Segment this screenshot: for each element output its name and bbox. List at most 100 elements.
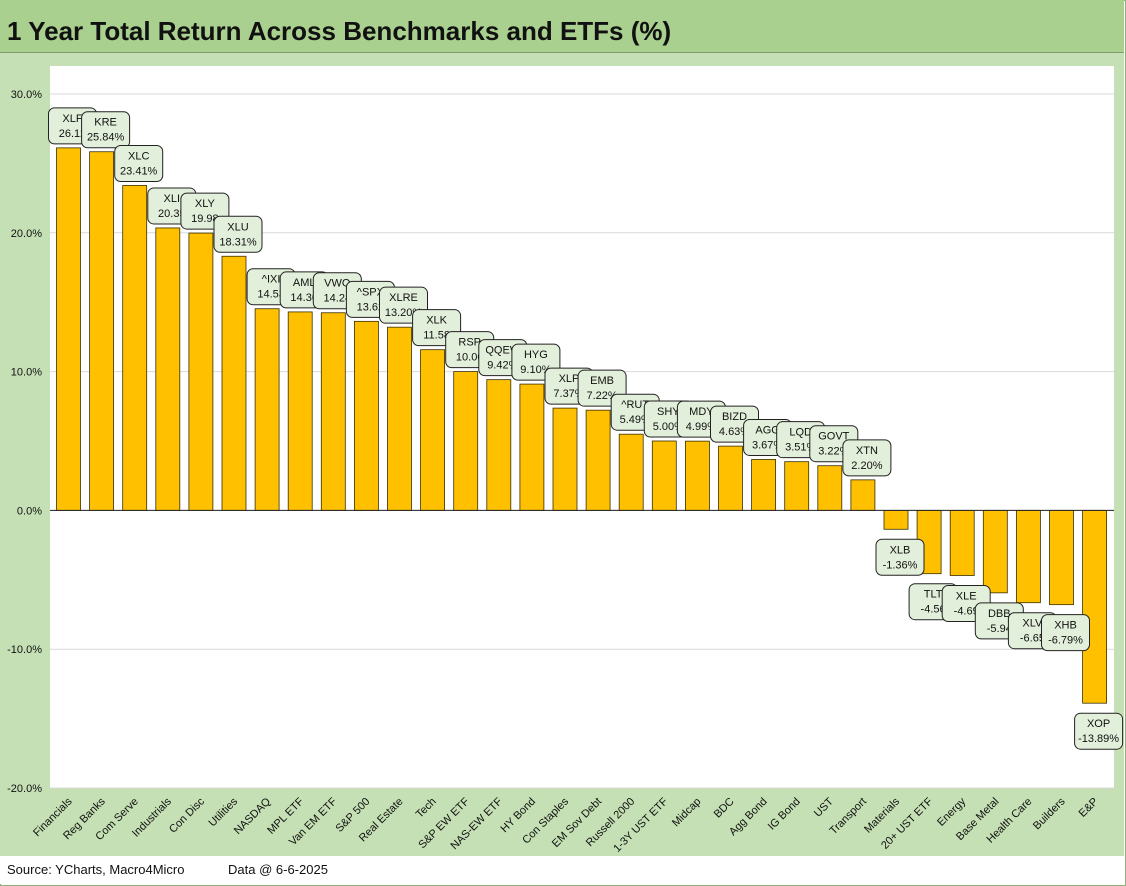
y-tick-label: 30.0% xyxy=(11,89,42,101)
ticker-label: VWO xyxy=(324,278,351,290)
value-label: -5.94 xyxy=(987,623,1012,635)
ticker-label: XLC xyxy=(128,150,149,162)
bar xyxy=(1016,509,1041,604)
ticker-label: XLB xyxy=(890,544,911,556)
value-label: -6.65 xyxy=(1020,633,1045,645)
value-label: 14.24 xyxy=(324,293,352,305)
value-label: -1.36% xyxy=(883,559,918,571)
bar xyxy=(949,509,975,576)
ticker-label: MDY xyxy=(689,406,714,418)
data-label-box xyxy=(842,439,892,477)
bar xyxy=(486,379,512,511)
data-label: XHB -6.79% xyxy=(1041,614,1090,652)
chart-title: 1 Year Total Return Across Benchmarks an… xyxy=(7,16,672,46)
footer xyxy=(0,856,1124,884)
x-tick-label: IG Bond xyxy=(766,796,803,833)
value-label: 4.99% xyxy=(686,421,717,433)
bar xyxy=(453,371,479,511)
bar xyxy=(122,185,148,511)
value-label: 2.20% xyxy=(851,460,882,472)
value-label: 23.41% xyxy=(120,165,158,177)
bar xyxy=(1082,509,1107,704)
ticker-label: LQD xyxy=(789,427,812,439)
x-tick-label: Transport xyxy=(828,796,869,837)
value-label: 9.10% xyxy=(520,364,551,376)
data-label: KRE 25.84% xyxy=(81,111,131,149)
ticker-label: DBB xyxy=(988,608,1011,620)
value-label: 9.42% xyxy=(487,360,518,372)
ticker-label: XLK xyxy=(426,315,447,327)
value-label: -13.89% xyxy=(1078,733,1119,745)
data-label: XLC 23.41% xyxy=(114,144,164,182)
value-label: 5.00% xyxy=(653,421,684,433)
value-label: 13.62 xyxy=(357,301,385,313)
value-label: -6.79% xyxy=(1048,635,1083,647)
value-label: -4.69 xyxy=(954,605,979,617)
ticker-label: XLU xyxy=(227,221,248,233)
bar xyxy=(254,308,280,511)
bar xyxy=(685,440,710,511)
bar xyxy=(519,383,545,511)
ticker-label: BIZD xyxy=(722,411,747,423)
bar xyxy=(287,311,313,511)
value-label: 20.35 xyxy=(158,208,186,220)
ticker-label: XOP xyxy=(1087,718,1110,730)
x-tick-label: UST xyxy=(812,795,836,819)
bar xyxy=(420,349,446,511)
x-tick-label: Builders xyxy=(1031,795,1068,832)
ticker-label: XHB xyxy=(1054,620,1077,632)
source-note: Source: YCharts, Macro4Micro xyxy=(7,862,185,877)
data-label-box xyxy=(1041,614,1090,652)
data-date-note: Data @ 6-6-2025 xyxy=(228,862,328,877)
value-label: 10.00 xyxy=(456,352,484,364)
value-label: 3.67% xyxy=(752,439,783,451)
value-label: 3.51% xyxy=(785,442,816,454)
ticker-label: HYG xyxy=(524,349,548,361)
bar xyxy=(320,312,346,511)
x-tick-label: Midcap xyxy=(670,796,704,830)
ticker-label: AGG xyxy=(755,424,779,436)
bar xyxy=(883,509,909,530)
x-tick-label: Tech xyxy=(414,796,439,821)
bar xyxy=(817,465,843,511)
x-tick-label: E&P xyxy=(1077,796,1101,820)
ticker-label: SHY xyxy=(657,406,680,418)
bar xyxy=(982,509,1008,594)
bar xyxy=(784,461,810,511)
x-tick-label: BDC xyxy=(712,796,737,821)
ticker-label: XLRE xyxy=(389,292,418,304)
value-label: 3.22% xyxy=(818,446,849,458)
ticker-label: ^IXI xyxy=(262,274,281,286)
ticker-label: KRE xyxy=(94,117,117,129)
ticker-label: XLP xyxy=(559,373,580,385)
ticker-label: XLY xyxy=(195,198,216,210)
ticker-label: GOVT xyxy=(818,431,849,443)
y-tick-label: 10.0% xyxy=(11,367,42,379)
value-label: 11.58 xyxy=(423,330,450,342)
value-label: 4.63% xyxy=(719,426,750,438)
value-label: 14.53 xyxy=(257,289,285,301)
ticker-label: ^RUT xyxy=(621,399,649,411)
value-label: 14.30 xyxy=(290,292,318,304)
bar xyxy=(585,409,611,511)
value-label: 7.22% xyxy=(586,390,617,402)
bar xyxy=(353,320,379,511)
bar xyxy=(552,407,578,511)
ticker-label: AML xyxy=(293,277,316,289)
bar xyxy=(221,255,247,511)
data-label-box xyxy=(213,215,263,253)
value-label: -4.56 xyxy=(921,604,946,616)
data-label: XLB -1.36% xyxy=(875,538,925,576)
bar xyxy=(718,445,743,511)
y-tick-label: -20.0% xyxy=(7,783,42,795)
value-label: 5.49% xyxy=(620,414,651,426)
bar xyxy=(188,232,214,511)
bar xyxy=(1049,509,1074,606)
data-label: XOP -13.89% xyxy=(1074,712,1124,750)
y-tick-label: -10.0% xyxy=(7,644,42,656)
bar xyxy=(850,479,876,511)
bar xyxy=(387,326,412,511)
ticker-label: ^SPX xyxy=(357,286,385,298)
data-label-box xyxy=(1074,712,1124,750)
